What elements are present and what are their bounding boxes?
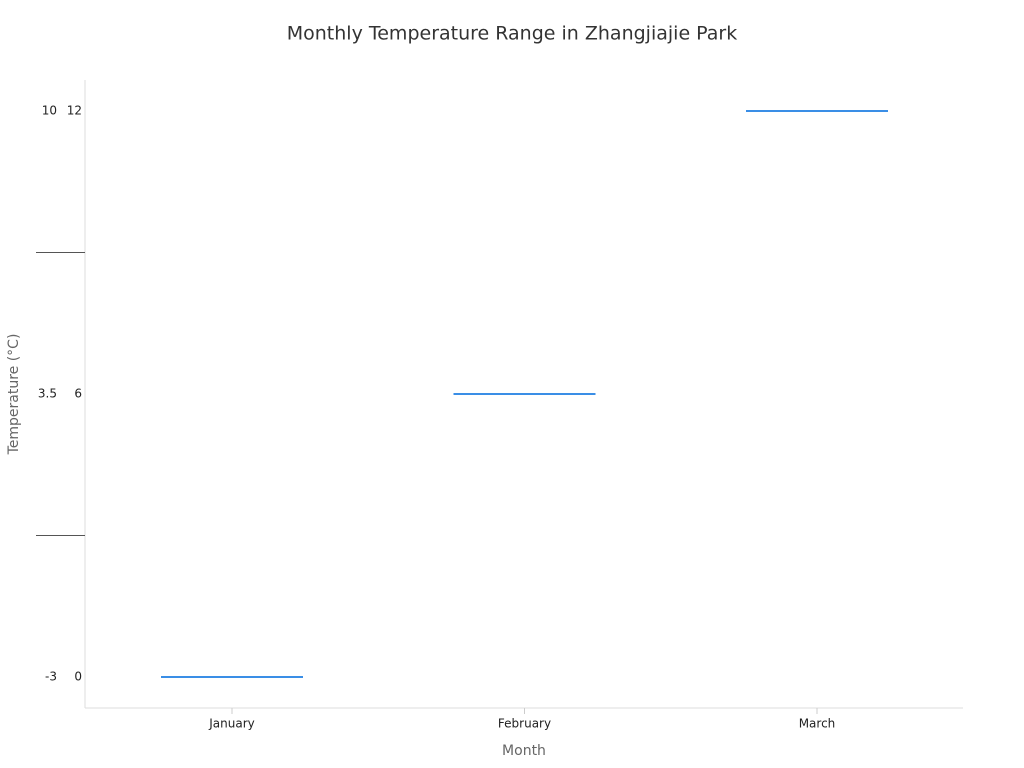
x-axis-title: Month [502,743,546,759]
y-low-label: -3 [45,670,57,684]
chart-title: Monthly Temperature Range in Zhangjiajie… [287,23,737,45]
x-tick-label: January [208,717,255,731]
y-high-label: 6 [74,387,82,401]
y-high-label: 0 [74,670,82,684]
y-axis-title: Temperature (°C) [6,334,22,456]
y-low-label: 3.5 [38,387,57,401]
y-low-label: 10 [42,104,57,118]
x-tick-label: March [799,717,836,731]
y-high-label: 12 [67,104,82,118]
x-tick-label: February [498,717,551,731]
